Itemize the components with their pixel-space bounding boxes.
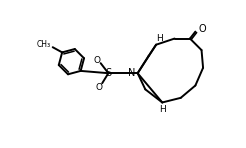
- Text: H: H: [157, 34, 163, 43]
- Text: H: H: [159, 105, 166, 114]
- Text: O: O: [96, 83, 103, 92]
- Text: N: N: [128, 68, 135, 78]
- Text: CH₃: CH₃: [37, 40, 51, 49]
- Text: O: O: [93, 56, 100, 65]
- Text: S: S: [105, 68, 111, 78]
- Text: O: O: [199, 24, 206, 34]
